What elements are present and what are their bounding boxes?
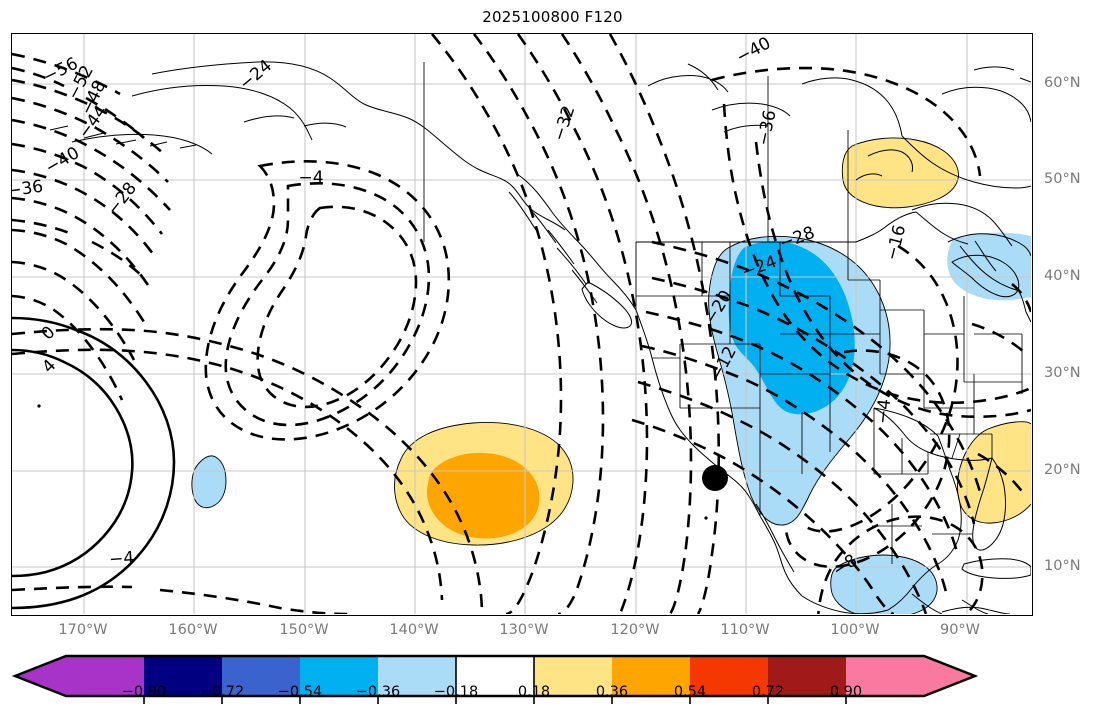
colorbar-outline [11, 654, 979, 698]
cbar-seg-0 [66, 656, 144, 696]
cbar-label-4: −0.18 [433, 684, 479, 700]
cbar-label-6: 0.36 [595, 684, 629, 700]
cbar-seg-1 [144, 656, 222, 696]
svg-text:0: 0 [38, 322, 60, 344]
contour-dashed-layer [12, 34, 1031, 614]
shade-florida-positive [957, 421, 1031, 524]
storm-center-marker[interactable] [702, 465, 728, 491]
shade-hudson-bay-positive [842, 138, 959, 208]
graticule-grid [12, 34, 1031, 614]
cbar-label-5: 0.18 [517, 684, 551, 700]
contour-solid-layer [12, 316, 176, 610]
map-plot-area[interactable]: −56 −52 −48 −44 −40 −36 −28 −24 −4 −32 −… [11, 33, 1033, 616]
xtick-110w: 110°W [720, 622, 770, 638]
cbar-label-1: −0.72 [199, 684, 245, 700]
cbar-label-8: 0.72 [751, 684, 785, 700]
svg-text:−28: −28 [103, 179, 141, 220]
cbar-extend-min [15, 656, 66, 696]
cbar-label-2: −0.54 [277, 684, 323, 700]
svg-text:−32: −32 [549, 103, 579, 143]
cbar-seg-8 [690, 656, 768, 696]
shade-hawaii-negative [191, 455, 226, 508]
ytick-10n: 10°N [1044, 558, 1081, 574]
shade-pacific-positive-core [426, 452, 540, 539]
cbar-extend-max [924, 656, 975, 696]
shaded-anomaly-layer [191, 138, 1031, 614]
minor-point-marker [704, 516, 708, 520]
svg-text:−40: −40 [733, 34, 774, 68]
svg-text:−36: −36 [754, 108, 781, 147]
svg-text:−4: −4 [873, 398, 896, 425]
colorbar-segments [15, 656, 975, 696]
svg-text:−40: −40 [42, 143, 83, 178]
cbar-seg-5 [456, 656, 534, 696]
xtick-150w: 150°W [279, 622, 329, 638]
state-border-layer [423, 62, 1023, 564]
xtick-120w: 120°W [610, 622, 660, 638]
page-title: 2025100800 F120 [482, 8, 623, 26]
svg-text:−16: −16 [882, 223, 910, 263]
ytick-30n: 30°N [1044, 365, 1081, 381]
xtick-170w: 170°W [58, 622, 108, 638]
svg-text:−4: −4 [108, 548, 134, 570]
svg-text:−4: −4 [298, 168, 323, 188]
colorbar-ticks [143, 696, 847, 704]
cbar-seg-3 [300, 656, 378, 696]
shade-great-lakes-negative [947, 232, 1031, 301]
cbar-seg-2 [222, 656, 300, 696]
ytick-50n: 50°N [1044, 171, 1081, 187]
cbar-label-0: −0.90 [121, 684, 167, 700]
colorbar-canvas [11, 654, 979, 704]
cbar-seg-10 [846, 656, 924, 696]
ytick-60n: 60°N [1044, 75, 1081, 91]
ytick-40n: 40°N [1044, 268, 1081, 284]
map-canvas: −56 −52 −48 −44 −40 −36 −28 −24 −4 −32 −… [12, 34, 1031, 614]
cbar-label-9: 0.90 [829, 684, 863, 700]
svg-text:−36: −36 [12, 177, 44, 202]
cbar-seg-4 [378, 656, 456, 696]
cbar-seg-9 [768, 656, 846, 696]
xtick-90w: 90°W [939, 622, 981, 638]
ytick-20n: 20°N [1044, 462, 1081, 478]
minor-point-marker [37, 404, 41, 408]
xtick-100w: 100°W [830, 622, 880, 638]
cbar-label-7: 0.54 [673, 684, 707, 700]
xtick-160w: 160°W [168, 622, 218, 638]
colorbar[interactable] [0, 648, 1105, 710]
cbar-seg-6 [534, 656, 612, 696]
xtick-140w: 140°W [389, 622, 439, 638]
xtick-130w: 130°W [499, 622, 549, 638]
cbar-label-3: −0.36 [355, 684, 401, 700]
cbar-seg-7 [612, 656, 690, 696]
